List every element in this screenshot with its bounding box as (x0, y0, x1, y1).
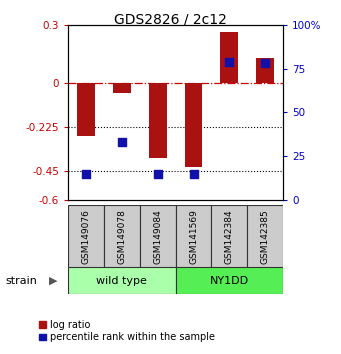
Bar (176, 205, 211, 267)
Bar (140, 205, 176, 267)
Text: ▶: ▶ (49, 275, 57, 286)
Bar (77, 83, 95, 136)
Text: GSM142384: GSM142384 (225, 209, 234, 264)
Text: GSM149084: GSM149084 (153, 209, 162, 264)
Bar (256, 58, 274, 83)
Bar (176, 267, 283, 294)
Text: GSM141569: GSM141569 (189, 209, 198, 264)
Text: GSM149078: GSM149078 (117, 209, 127, 264)
Text: NY1DD: NY1DD (210, 275, 249, 286)
Point (227, 59, 232, 64)
Bar (68, 205, 104, 267)
Text: GSM142385: GSM142385 (261, 209, 270, 264)
Bar (104, 205, 140, 267)
Point (83, 171, 89, 177)
Text: GSM149076: GSM149076 (81, 209, 91, 264)
Point (263, 61, 268, 66)
Text: GDS2826 / 2c12: GDS2826 / 2c12 (114, 12, 227, 27)
Point (155, 171, 161, 177)
Bar (220, 32, 238, 83)
Bar (247, 205, 283, 267)
Bar (68, 267, 176, 294)
Bar (211, 205, 247, 267)
Bar (113, 83, 131, 93)
Bar (149, 83, 167, 158)
Bar (184, 83, 203, 167)
Text: strain: strain (5, 275, 37, 286)
Text: wild type: wild type (97, 275, 147, 286)
Legend: log ratio, percentile rank within the sample: log ratio, percentile rank within the sa… (39, 320, 214, 342)
Point (191, 171, 196, 177)
Point (119, 139, 125, 145)
